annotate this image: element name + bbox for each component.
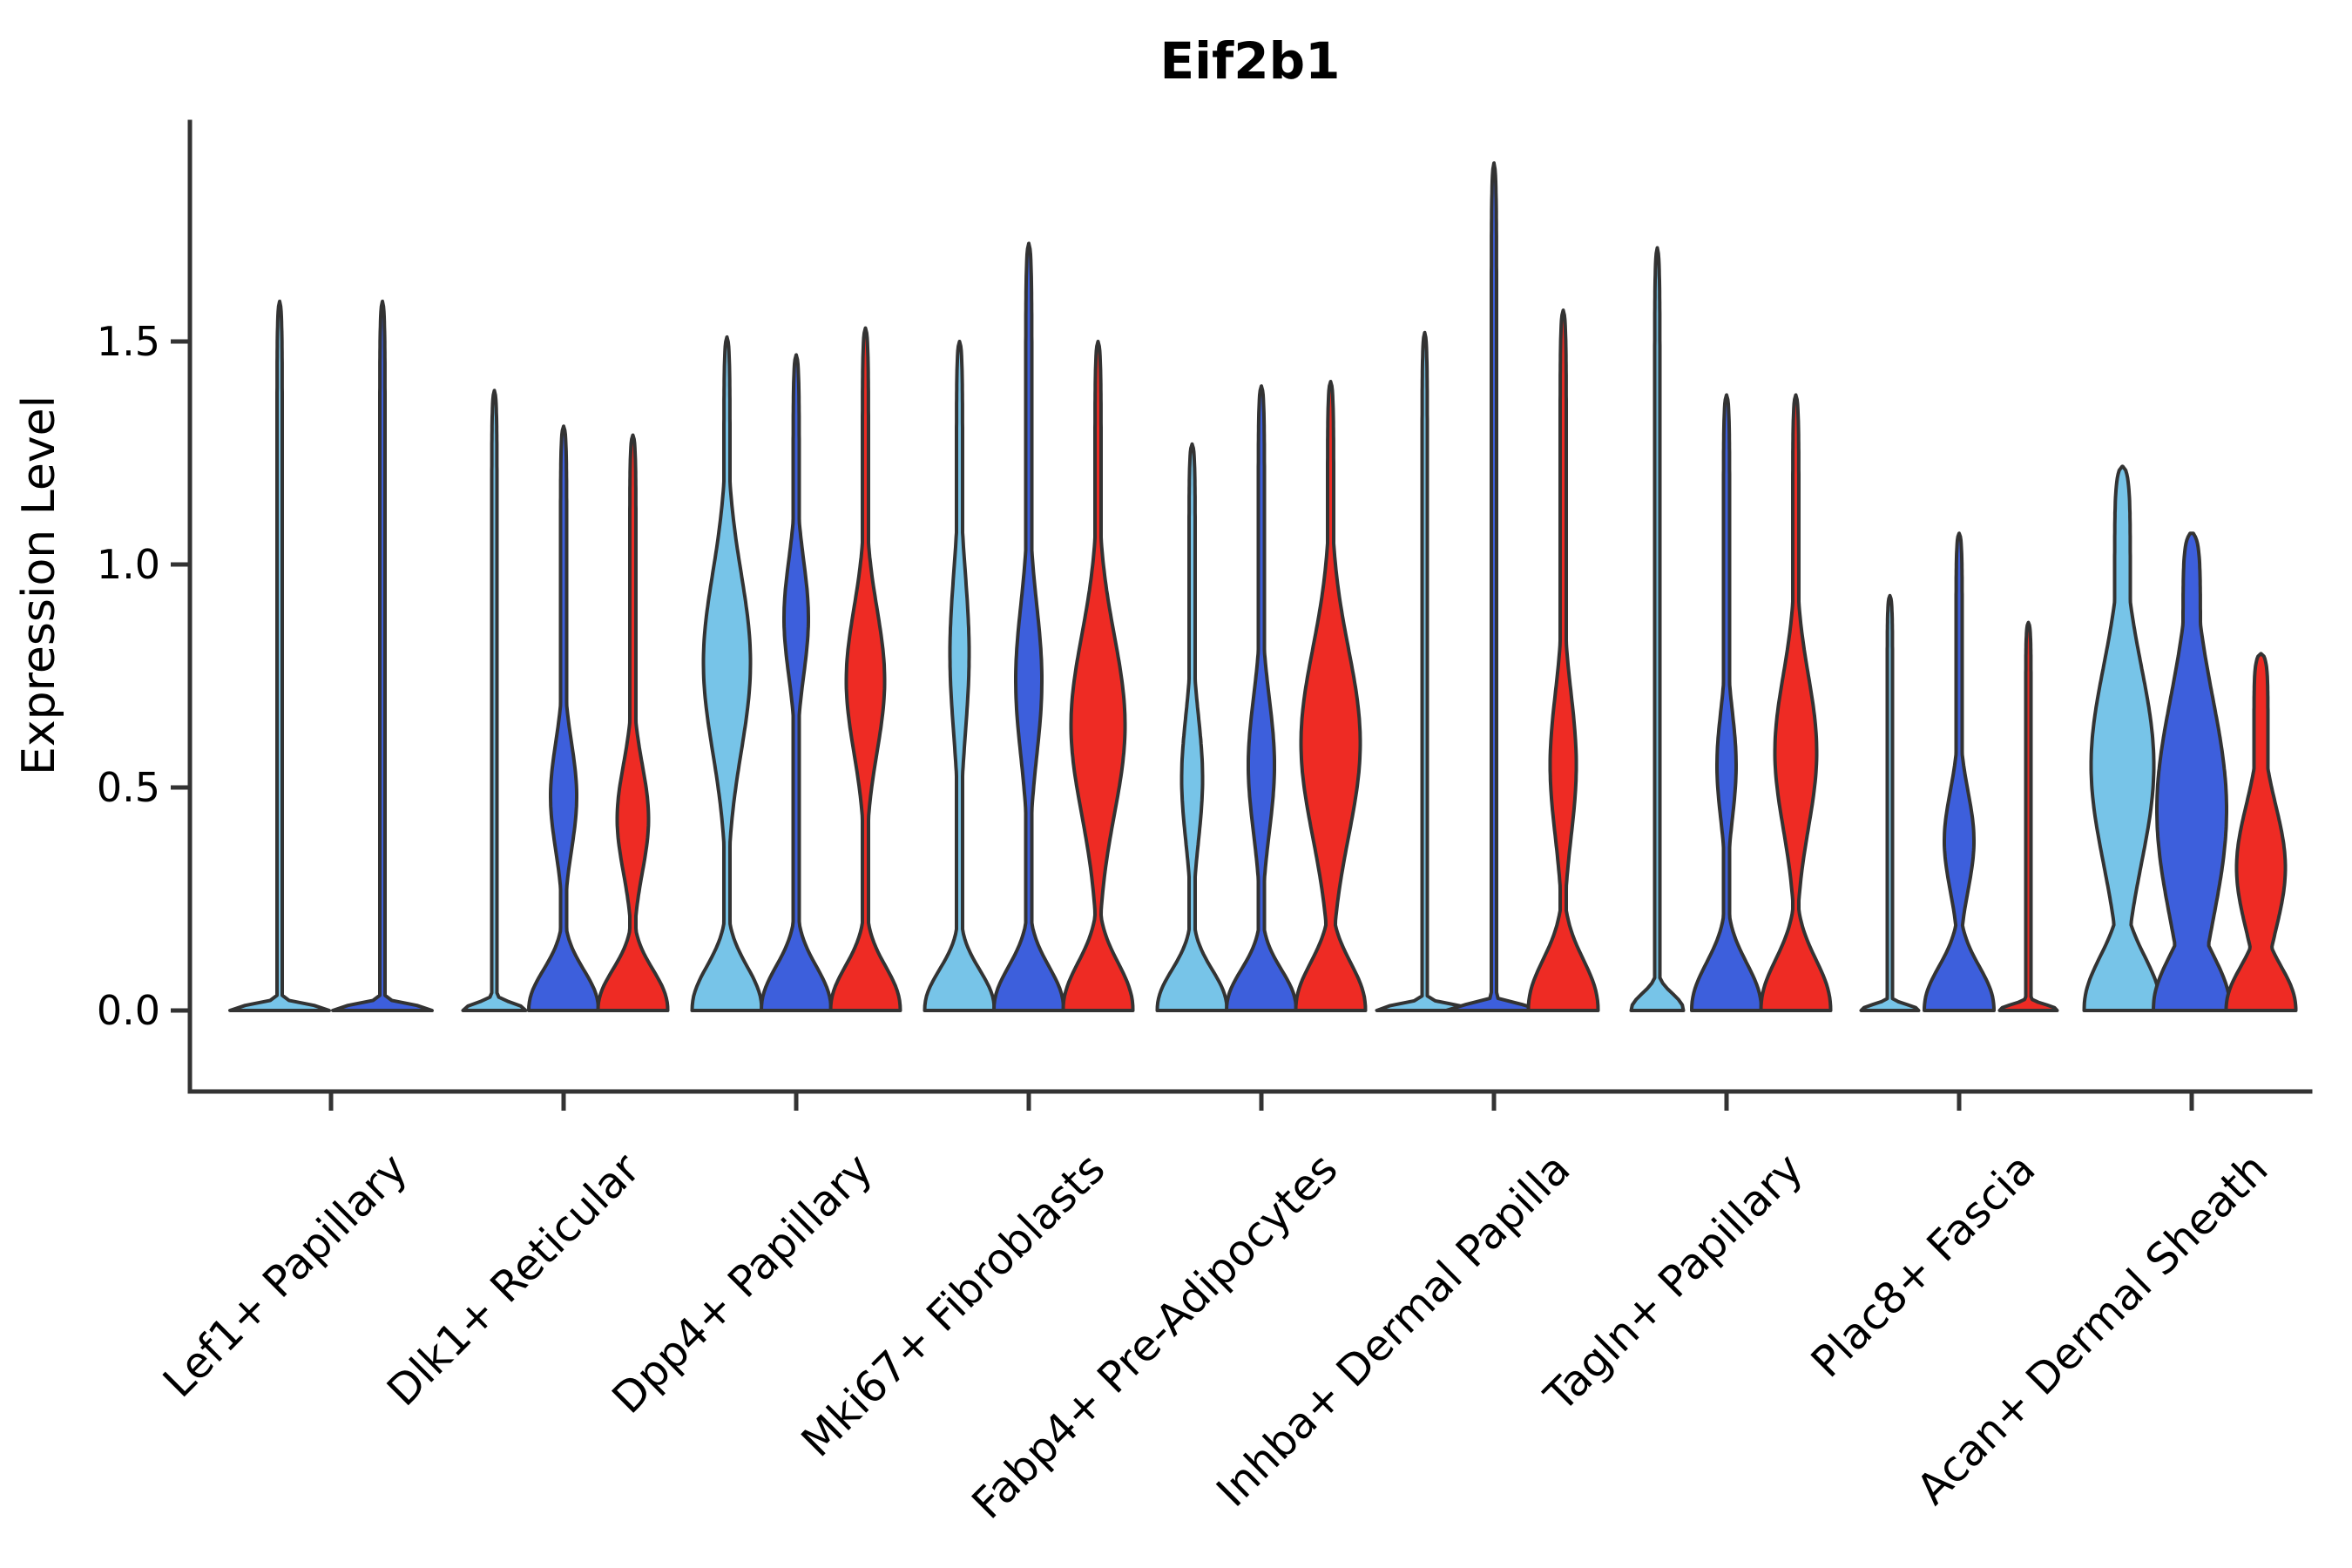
x-tick-label: Dlk1+ Reticular <box>378 1144 651 1416</box>
x-tick-label: Tagln+ Papillary <box>1535 1144 1813 1422</box>
y-tick-label: 0.5 <box>97 764 160 811</box>
violin-fabp4-light-blue <box>1155 442 1229 1012</box>
plot-title: Eif2b1 <box>1160 31 1341 91</box>
violin-fabp4-dark-blue <box>1225 384 1298 1012</box>
violin-inhba-light-blue <box>1375 330 1475 1012</box>
violin-lef1-dark-blue <box>331 299 434 1012</box>
violin-dlk1-red <box>596 433 670 1012</box>
y-tick-label: 0.0 <box>97 987 160 1034</box>
x-tick-label: Plac8+ Fascia <box>1801 1144 2044 1387</box>
violin-acan-dark-blue <box>2152 531 2232 1012</box>
violin-dlk1-dark-blue <box>527 424 600 1012</box>
violin-inhba-dark-blue <box>1444 161 1544 1012</box>
violin-dpp4-light-blue <box>690 335 764 1012</box>
violin-fabp4-red <box>1294 380 1368 1012</box>
violin-tagln-red <box>1759 393 1833 1012</box>
violin-dlk1-light-blue <box>461 389 528 1012</box>
violin-dpp4-red <box>828 326 902 1012</box>
violin-tagln-light-blue <box>1629 246 1686 1012</box>
violin-mki67-dark-blue <box>992 241 1065 1012</box>
violin-tagln-dark-blue <box>1690 393 1763 1012</box>
violin-acan-red <box>2224 652 2298 1012</box>
y-tick-label: 1.0 <box>97 541 160 588</box>
violin-plac8-red <box>1997 620 2059 1012</box>
violin-plac8-light-blue <box>1859 593 1921 1012</box>
violin-plac8-dark-blue <box>1923 531 1996 1012</box>
x-tick-label: Dpp4+ Papillary <box>603 1144 882 1423</box>
x-tick-label: Fabp4+ Pre-Adipocytes <box>963 1144 1348 1529</box>
violin-acan-light-blue <box>2082 464 2163 1012</box>
y-axis-label: Expression Level <box>13 395 65 775</box>
axes-spines <box>187 119 2313 1094</box>
violin-inhba-red <box>1526 308 1600 1012</box>
violin-mki67-red <box>1061 340 1135 1012</box>
violin-dpp4-dark-blue <box>760 353 833 1012</box>
violin-group-layer <box>228 161 2298 1012</box>
y-axis-ticks: 0.0 0.5 1.0 1.5 <box>97 318 190 1034</box>
y-tick-label: 1.5 <box>97 318 160 365</box>
violin-mki67-light-blue <box>923 340 997 1012</box>
violin-lef1-light-blue <box>228 299 331 1012</box>
x-tick-label: Lef1+ Papillary <box>153 1144 416 1407</box>
